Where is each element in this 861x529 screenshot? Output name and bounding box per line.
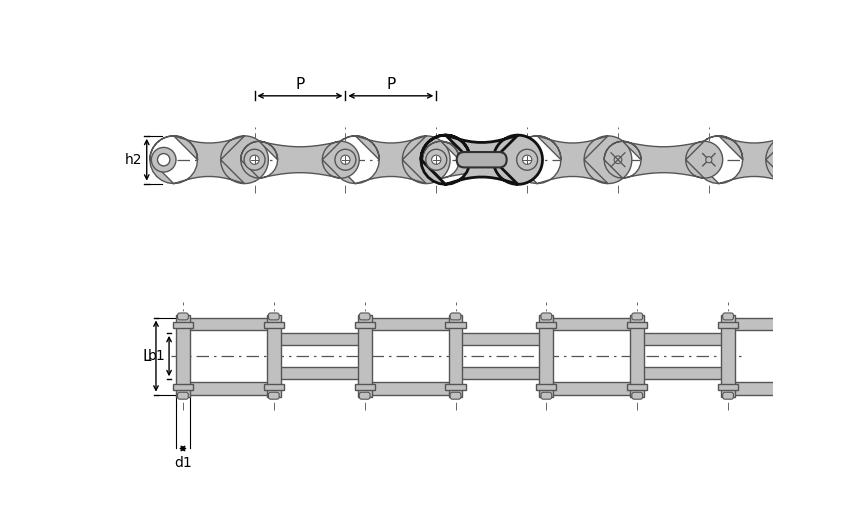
- Polygon shape: [604, 141, 722, 178]
- FancyBboxPatch shape: [632, 313, 642, 320]
- Polygon shape: [513, 136, 632, 184]
- Bar: [809, 384, 829, 390]
- Text: L: L: [142, 349, 151, 363]
- Bar: [263, 384, 284, 390]
- Polygon shape: [331, 136, 450, 184]
- Polygon shape: [695, 136, 814, 184]
- Bar: [179, 317, 277, 330]
- FancyBboxPatch shape: [359, 393, 370, 399]
- FancyBboxPatch shape: [450, 393, 461, 399]
- FancyBboxPatch shape: [450, 313, 461, 320]
- Bar: [812, 315, 826, 397]
- Text: h2: h2: [125, 153, 142, 167]
- Bar: [452, 333, 550, 345]
- Bar: [361, 382, 460, 395]
- FancyBboxPatch shape: [632, 393, 642, 399]
- Bar: [179, 382, 277, 395]
- FancyBboxPatch shape: [814, 393, 824, 399]
- Bar: [627, 384, 647, 390]
- Circle shape: [426, 149, 447, 170]
- Circle shape: [335, 149, 356, 170]
- Bar: [452, 367, 550, 379]
- Bar: [355, 384, 375, 390]
- Circle shape: [244, 149, 265, 170]
- Circle shape: [250, 155, 259, 165]
- Circle shape: [158, 153, 170, 166]
- Bar: [542, 317, 641, 330]
- Bar: [634, 367, 732, 379]
- Bar: [173, 322, 193, 329]
- Bar: [449, 315, 462, 397]
- Bar: [809, 322, 829, 329]
- FancyBboxPatch shape: [269, 313, 279, 320]
- Bar: [270, 367, 369, 379]
- FancyBboxPatch shape: [269, 393, 279, 399]
- Bar: [540, 315, 554, 397]
- Bar: [263, 322, 284, 329]
- FancyBboxPatch shape: [541, 313, 552, 320]
- Bar: [630, 315, 644, 397]
- Text: P: P: [295, 77, 305, 92]
- Bar: [355, 322, 375, 329]
- FancyBboxPatch shape: [456, 152, 506, 168]
- Bar: [724, 317, 823, 330]
- Bar: [718, 384, 738, 390]
- Bar: [173, 384, 193, 390]
- FancyBboxPatch shape: [177, 393, 189, 399]
- Bar: [627, 322, 647, 329]
- Circle shape: [706, 157, 712, 163]
- Bar: [536, 322, 556, 329]
- Circle shape: [341, 155, 350, 165]
- Bar: [445, 322, 466, 329]
- Bar: [176, 315, 190, 397]
- Bar: [542, 382, 641, 395]
- Bar: [718, 322, 738, 329]
- FancyBboxPatch shape: [541, 393, 552, 399]
- Bar: [634, 333, 732, 345]
- FancyBboxPatch shape: [359, 313, 370, 320]
- Polygon shape: [421, 135, 542, 185]
- Circle shape: [614, 156, 622, 163]
- Circle shape: [523, 155, 532, 165]
- Polygon shape: [423, 141, 541, 178]
- Text: b1: b1: [148, 349, 166, 363]
- Text: P: P: [387, 77, 395, 92]
- Bar: [445, 384, 466, 390]
- FancyBboxPatch shape: [722, 313, 734, 320]
- Bar: [536, 384, 556, 390]
- Bar: [270, 333, 369, 345]
- Circle shape: [152, 148, 176, 172]
- Bar: [724, 382, 823, 395]
- FancyBboxPatch shape: [177, 313, 189, 320]
- FancyBboxPatch shape: [814, 313, 824, 320]
- Bar: [361, 317, 460, 330]
- Polygon shape: [150, 136, 269, 184]
- Text: d1: d1: [174, 456, 192, 470]
- Bar: [357, 315, 372, 397]
- FancyBboxPatch shape: [722, 393, 734, 399]
- Bar: [722, 315, 735, 397]
- Bar: [267, 315, 281, 397]
- Circle shape: [431, 155, 441, 165]
- Circle shape: [796, 157, 802, 163]
- Polygon shape: [241, 141, 359, 178]
- Circle shape: [517, 149, 537, 170]
